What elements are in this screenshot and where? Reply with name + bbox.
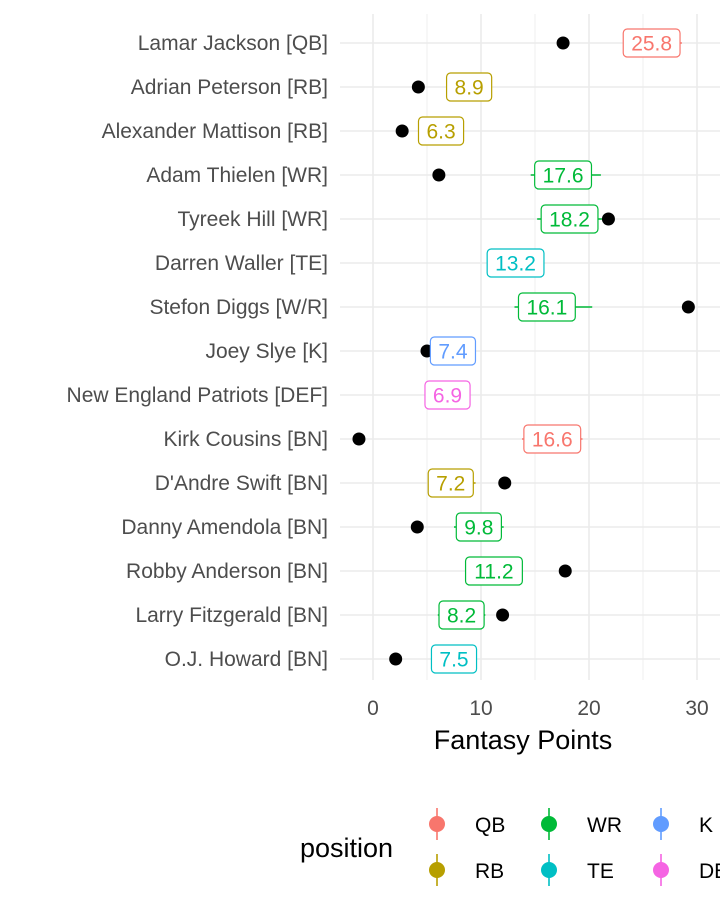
projected-points-label: 7.4 <box>438 341 468 364</box>
projected-label-box <box>455 512 502 542</box>
projected-points-label: 7.2 <box>436 473 465 496</box>
legend-entry-label: RB <box>475 860 504 883</box>
x-axis-ticks: 0 10 20 30 <box>367 697 709 720</box>
actual-points-dot <box>496 608 510 622</box>
legend-key-dot <box>541 816 557 832</box>
player-name-label: O.J. Howard [BN] <box>165 648 328 671</box>
actual-points-dot <box>432 168 446 182</box>
projected-points-label: 25.8 <box>631 33 672 56</box>
actual-points-dot <box>411 80 425 94</box>
projected-points-label: 16.1 <box>526 297 567 320</box>
legend-key-dot <box>541 862 557 878</box>
actual-points-dot <box>601 212 615 226</box>
x-tick-label: 30 <box>685 697 708 720</box>
projected-points-label: 17.6 <box>543 165 584 188</box>
projected-points-label: 13.2 <box>495 253 536 276</box>
projected-points-label: 7.5 <box>439 649 468 672</box>
legend-entry-label: TE <box>587 860 614 883</box>
projected-label-box <box>534 160 593 190</box>
player-name-label: Larry Fitzgerald [BN] <box>135 604 328 627</box>
projected-points-label: 6.3 <box>426 121 455 144</box>
x-tick-label: 10 <box>469 697 492 720</box>
data-marks: 25.8 8.96.3 17.6 18.2 13.2 16.1 7.4 6.9 16.6 7.2 9… <box>352 28 695 674</box>
projected-points-label: 8.9 <box>455 77 484 100</box>
player-name-label: Adam Thielen [WR] <box>146 164 328 187</box>
projected-label-box <box>464 556 523 586</box>
legend-entry-label: DEF <box>699 860 720 883</box>
player-name-label: Robby Anderson [BN] <box>126 560 328 583</box>
legend: position QB WR K RB TE DEF <box>300 808 720 886</box>
player-name-label: Kirk Cousins [BN] <box>163 428 328 451</box>
player-name-label: New England Patriots [DEF] <box>67 384 328 407</box>
projected-points-label: 9.8 <box>464 517 493 540</box>
projected-label-box <box>540 204 599 234</box>
legend-key-dot <box>653 816 669 832</box>
player-name-label: Tyreek Hill [WR] <box>177 208 328 231</box>
actual-points-dot <box>498 476 512 490</box>
actual-points-dot <box>389 652 403 666</box>
x-axis-label: Fantasy Points <box>434 725 613 755</box>
legend-title: position <box>300 833 393 863</box>
projected-label-box <box>430 644 478 674</box>
player-name-label: Danny Amendola [BN] <box>121 516 328 539</box>
projected-label-box <box>486 248 545 278</box>
player-name-label: Adrian Peterson [RB] <box>131 76 328 99</box>
projected-label-box <box>438 600 485 630</box>
player-name-label: Alexander Mattison [RB] <box>102 120 328 143</box>
actual-points-dot <box>395 124 409 138</box>
player-name-label: D'Andre Swift [BN] <box>155 472 328 495</box>
projected-label-box <box>429 336 477 366</box>
y-axis-ticks: Lamar Jackson [QB] Adrian Peterson [RB] Al… <box>67 32 328 671</box>
projected-points-label: 8.2 <box>447 605 476 628</box>
projected-points-label: 18.2 <box>549 209 590 232</box>
projected-label-box <box>427 468 474 498</box>
player-name-label: Stefon Diggs [W/R] <box>149 296 328 319</box>
legend-key-dot <box>653 862 669 878</box>
legend-key-dot <box>429 816 445 832</box>
actual-points-dot <box>556 36 570 50</box>
legend-entry-label: QB <box>475 814 505 837</box>
projected-points-label: 6.9 <box>433 385 462 408</box>
player-name-label: Darren Waller [TE] <box>155 252 328 275</box>
projected-label-box <box>417 116 465 146</box>
projected-label-box <box>622 28 681 58</box>
x-tick-label: 20 <box>577 697 600 720</box>
actual-points-dot <box>410 520 424 534</box>
player-name-label: Lamar Jackson [QB] <box>138 32 328 55</box>
grid <box>340 14 720 680</box>
actual-points-dot <box>558 564 572 578</box>
projected-label-box <box>517 292 576 322</box>
actual-points-dot <box>681 300 695 314</box>
legend-entry-label: WR <box>587 814 622 837</box>
x-tick-label: 0 <box>367 697 379 720</box>
projected-label-box <box>445 72 493 102</box>
projected-points-label: 16.6 <box>532 429 573 452</box>
projected-label-box <box>424 380 471 410</box>
projected-points-label: 11.2 <box>474 561 513 584</box>
legend-entry-label: K <box>699 814 713 837</box>
projected-label-box <box>523 424 582 454</box>
legend-key-dot <box>429 862 445 878</box>
player-name-label: Joey Slye [K] <box>205 340 328 363</box>
actual-points-dot <box>352 432 366 446</box>
